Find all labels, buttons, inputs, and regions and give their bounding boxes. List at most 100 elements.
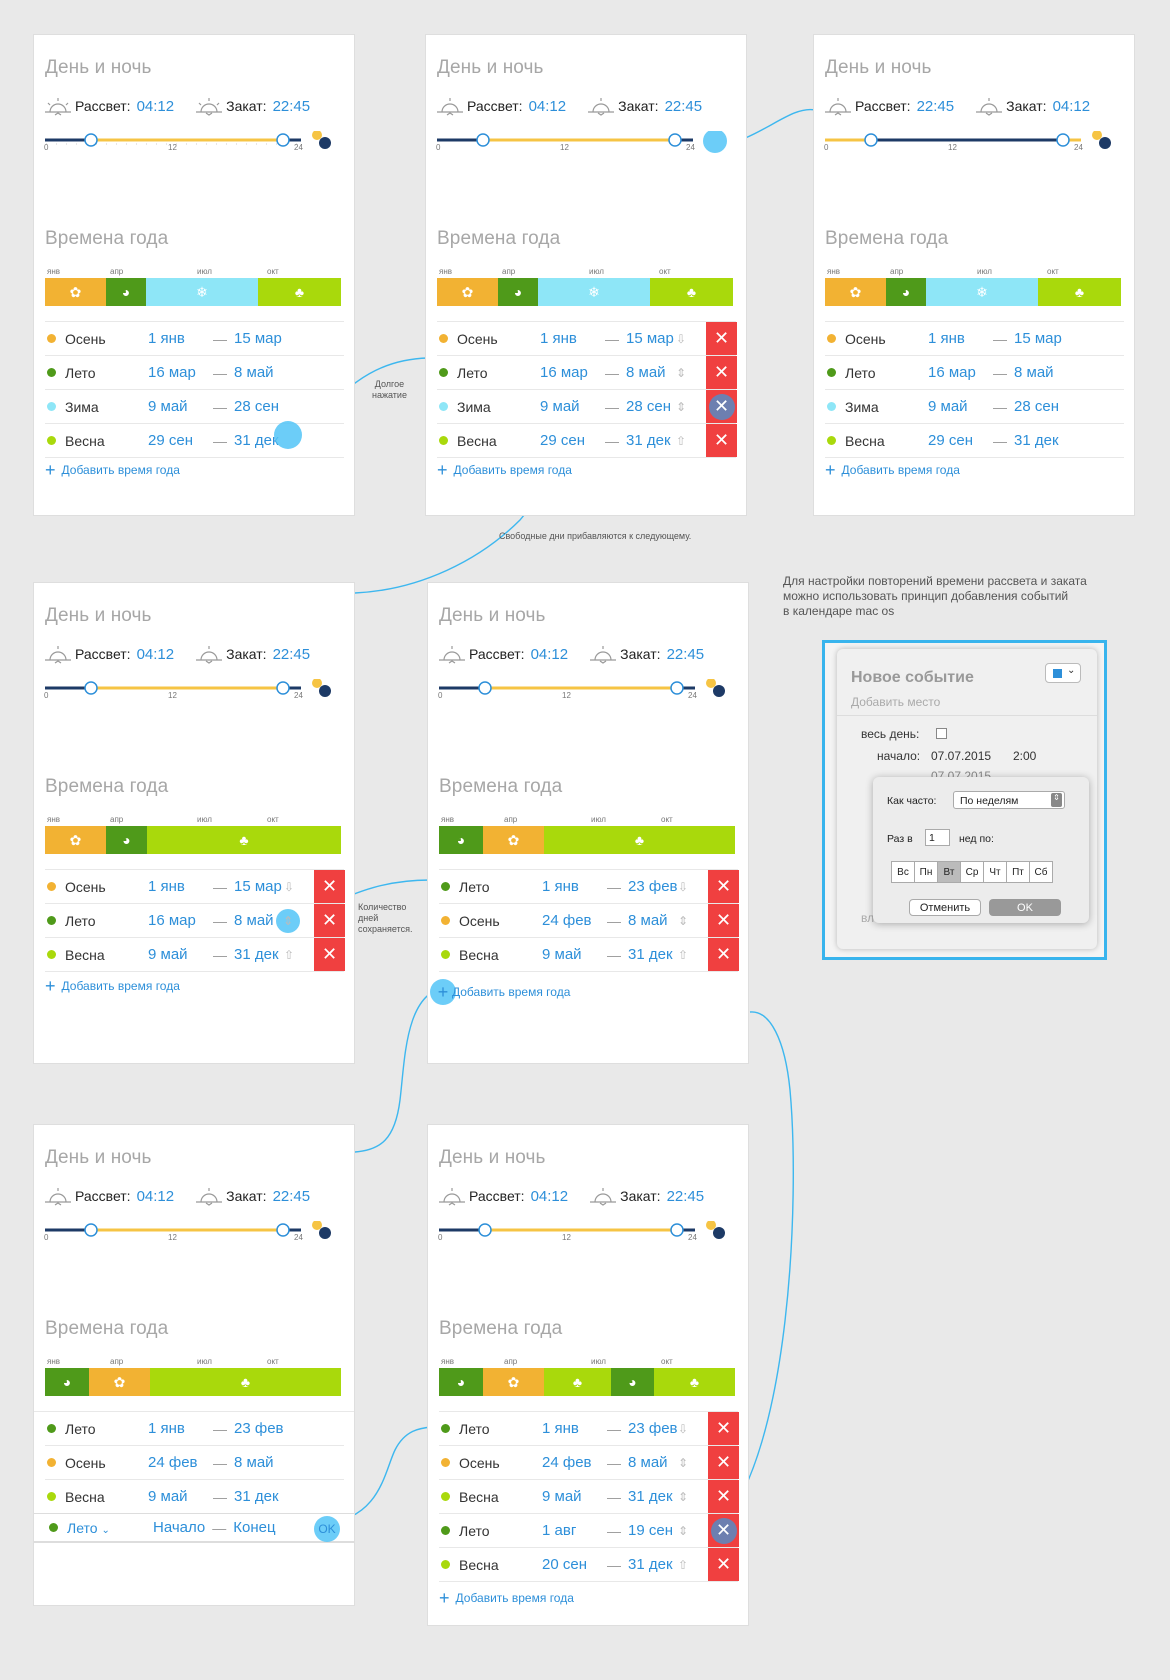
reorder-icon[interactable]: ⇩ (675, 331, 687, 346)
add-season-button[interactable]: + Добавить время года (45, 460, 180, 480)
interval-input[interactable]: 1 (925, 829, 950, 846)
reorder-icon[interactable]: ⇩ (677, 879, 689, 894)
chevron-down-icon[interactable]: ⌄ (101, 1524, 110, 1536)
season-row[interactable]: Зима 9 май —28 сен (825, 390, 1124, 424)
day-timeline[interactable]: 0 12 24 (44, 678, 345, 707)
seasons-bar[interactable]: ◕ ✿ ♣ ◕ ♣ (439, 1368, 735, 1396)
season-row[interactable]: Осень 24 фев —8 май (45, 1446, 344, 1480)
season-row[interactable]: Осень 24 фев —8 май ⇕ ✕ (439, 904, 739, 938)
frequency-select[interactable]: По неделям ⇕ (953, 791, 1065, 809)
delete-icon[interactable]: ✕ (706, 356, 737, 389)
sun-moon-icon[interactable] (312, 1220, 331, 1239)
season-row[interactable]: Лето 1 янв —23 фев (45, 1412, 344, 1446)
cancel-button[interactable]: Отменить (909, 899, 981, 916)
season-row[interactable]: Лето 16 мар —8 май ⇕ ✕ (437, 356, 737, 390)
season-row[interactable]: Весна 9 май —31 дек (45, 1480, 344, 1514)
delete-icon[interactable]: ✕ (314, 938, 345, 971)
season-row[interactable]: Лето 16 мар —8 май (45, 356, 344, 390)
season-row[interactable]: Осень 1 янв —15 мар ⇩ ✕ (437, 322, 737, 356)
sunset-value[interactable]: 22:45 (272, 97, 311, 115)
tulip-icon[interactable]: ♣ (258, 278, 341, 306)
reorder-icon[interactable]: ⇕ (677, 1489, 689, 1504)
season-row[interactable]: Весна 9 май —31 дек ⇧ ✕ (45, 938, 345, 972)
sun-moon-icon[interactable] (312, 678, 331, 697)
season-row[interactable]: Весна 29 сен —31 дек (45, 424, 344, 458)
ok-button[interactable]: OK (314, 1516, 340, 1542)
new-season-select[interactable]: Лето ⌄ (67, 1519, 110, 1536)
tulip-icon[interactable]: ♣ (654, 1368, 735, 1396)
delete-icon[interactable]: ✕ (708, 1446, 739, 1479)
season-row[interactable]: Весна 9 май —31 дек ⇧ ✕ (439, 938, 739, 972)
sunrise-value[interactable]: 04:12 (136, 97, 175, 115)
delete-icon[interactable]: ✕ (708, 904, 739, 937)
ball-icon[interactable]: ◕ (439, 1368, 483, 1396)
new-season-row[interactable]: Лето ⌄ Начало — Конец OK (34, 1513, 354, 1543)
new-start-field[interactable]: Начало (153, 1519, 206, 1536)
delete-icon[interactable]: ✕ (314, 904, 345, 937)
tulip-icon[interactable]: ♣ (150, 1368, 341, 1396)
ball-icon[interactable]: ◕ (106, 826, 147, 854)
leaf-icon[interactable]: ✿ (45, 826, 106, 854)
reorder-icon[interactable]: ⇕ (276, 908, 300, 933)
season-row[interactable]: Весна 20 сен —31 дек ⇧ ✕ (439, 1548, 739, 1582)
add-season-button[interactable]: + Добавить время года (825, 460, 960, 480)
season-row[interactable]: Лето 1 янв —23 фев ⇩ ✕ (439, 870, 739, 904)
reorder-icon[interactable]: ⇕ (677, 1523, 689, 1538)
seasons-bar[interactable]: ✿ ◕ ❄ ♣ (825, 278, 1121, 306)
season-row[interactable]: Осень 1 янв —15 мар (825, 322, 1124, 356)
ball-icon[interactable]: ◕ (498, 278, 538, 306)
season-row[interactable]: Зима 9 май —28 сен (45, 390, 344, 424)
season-row[interactable]: Лето 16 мар —8 май ⇕ ✕ (45, 904, 345, 938)
season-row[interactable]: Лето 1 янв —23 фев ⇩ ✕ (439, 1412, 739, 1446)
sun-moon-icon[interactable] (706, 1220, 725, 1239)
sun-moon-icon[interactable] (706, 678, 725, 697)
seasons-bar[interactable]: ✿ ◕ ❄ ♣ (45, 278, 341, 306)
delete-icon[interactable]: ✕ (708, 1548, 739, 1581)
calendar-color-picker[interactable]: ⌄ (1045, 663, 1081, 683)
season-row[interactable]: Лето 1 авг —19 сен ⇕ ✕ (439, 1514, 739, 1548)
reorder-icon[interactable]: ⇕ (675, 399, 687, 414)
weekday-tue[interactable]: Вт (937, 861, 961, 883)
reorder-icon[interactable]: ⇧ (677, 947, 689, 962)
season-row[interactable]: Лето 16 мар —8 май (825, 356, 1124, 390)
leaf-icon[interactable]: ✿ (483, 1368, 544, 1396)
seasons-bar[interactable]: ◕ ✿ ♣ (45, 1368, 341, 1396)
delete-icon[interactable]: ✕ (706, 424, 737, 457)
reorder-icon[interactable]: ⇧ (283, 947, 295, 962)
season-row[interactable]: Осень 1 янв —15 мар (45, 322, 344, 356)
weekday-picker[interactable]: Вс Пн Вт Ср Чт Пт Сб (891, 861, 1053, 883)
ball-icon[interactable]: ◕ (611, 1368, 654, 1396)
reorder-icon[interactable]: ⇩ (283, 879, 295, 894)
leaf-icon[interactable]: ✿ (45, 278, 106, 306)
weekday-mon[interactable]: Пн (914, 861, 938, 883)
weekday-sat[interactable]: Сб (1029, 861, 1053, 883)
day-timeline[interactable]: 0 12 24 (44, 1220, 345, 1249)
reorder-icon[interactable]: ⇕ (675, 365, 687, 380)
season-row[interactable]: Зима 9 май —28 сен ⇕ ✕ (437, 390, 737, 424)
delete-icon[interactable]: ✕ (708, 870, 739, 903)
sun-moon-icon[interactable] (312, 130, 331, 149)
tulip-icon[interactable]: ♣ (650, 278, 733, 306)
leaf-icon[interactable]: ✿ (89, 1368, 150, 1396)
delete-icon[interactable]: ✕ (314, 870, 345, 903)
weekday-wed[interactable]: Ср (960, 861, 984, 883)
ball-icon[interactable]: ◕ (106, 278, 146, 306)
sun-moon-icon[interactable] (1092, 130, 1111, 149)
event-title[interactable]: Новое событие (851, 669, 974, 686)
delete-icon[interactable]: ✕ (706, 390, 737, 423)
tulip-icon[interactable]: ♣ (147, 826, 341, 854)
add-season-button[interactable]: + Добавить время года (45, 976, 180, 996)
ok-button[interactable]: OK (989, 899, 1061, 916)
reorder-icon[interactable]: ⇩ (677, 1421, 689, 1436)
snowflake-icon[interactable]: ❄ (538, 278, 650, 306)
tulip-icon[interactable]: ♣ (544, 826, 735, 854)
seasons-bar[interactable]: ✿ ◕ ❄ ♣ (437, 278, 733, 306)
season-row[interactable]: Весна 29 сен —31 дек ⇧ ✕ (437, 424, 737, 458)
ball-icon[interactable]: ◕ (886, 278, 926, 306)
day-timeline[interactable]: 0 12 24 (824, 130, 1125, 159)
ball-icon[interactable]: ◕ (45, 1368, 89, 1396)
add-season-button[interactable]: + Добавить время года (430, 979, 570, 1005)
start-time[interactable]: 2:00 (1013, 749, 1037, 763)
seasons-bar[interactable]: ✿ ◕ ♣ (45, 826, 341, 854)
day-timeline[interactable]: 0 12 24 (438, 678, 739, 707)
